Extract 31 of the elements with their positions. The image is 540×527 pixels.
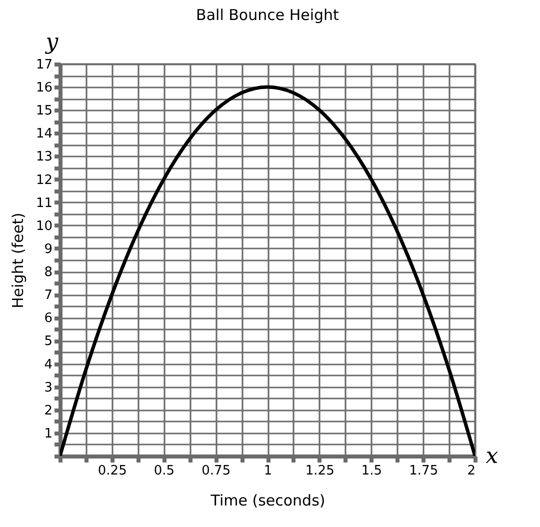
x-tick-label: 1 — [264, 464, 272, 478]
x-tick-label: 2 — [467, 464, 476, 478]
y-tick-label: 4 — [44, 357, 52, 372]
x-tick-label: 1.5 — [361, 464, 382, 478]
line-series — [60, 85, 475, 456]
y-tick-label: 6 — [44, 311, 52, 326]
y-tick-label: 2 — [44, 403, 52, 418]
x-axis-title: Time (seconds) — [210, 492, 326, 510]
chart-title: Ball Bounce Height — [196, 6, 340, 24]
y-tick-label: 16 — [36, 80, 52, 96]
x-tick-label: 0.25 — [98, 464, 127, 478]
text: y — [44, 30, 59, 55]
x-tick-label: 0.5 — [154, 464, 175, 478]
x-tick-label: 0.75 — [202, 464, 231, 478]
y-tick-label: 15 — [36, 104, 52, 119]
text: x — [486, 444, 499, 469]
y-tick-label: 9 — [44, 242, 52, 257]
y-axis-title: Height (feet) — [8, 212, 27, 308]
y-tick-label: 1 — [44, 426, 52, 442]
x-tick-label: 1.25 — [305, 464, 334, 478]
y-tick-label: 14 — [36, 126, 52, 142]
y-tick-label: 3 — [44, 380, 52, 396]
y-tick-label: 12 — [36, 172, 52, 188]
y-tick-label: 10 — [36, 218, 52, 234]
y-tick-label: 5 — [44, 334, 52, 350]
y-tick-label: 8 — [44, 265, 52, 280]
y-tick-label: 11 — [36, 196, 52, 211]
y-tick-label: 7 — [44, 288, 52, 304]
y-tick-label: 17 — [36, 58, 52, 72]
y-tick-label: 13 — [36, 150, 52, 165]
x-tick-label: 1.75 — [409, 464, 438, 478]
